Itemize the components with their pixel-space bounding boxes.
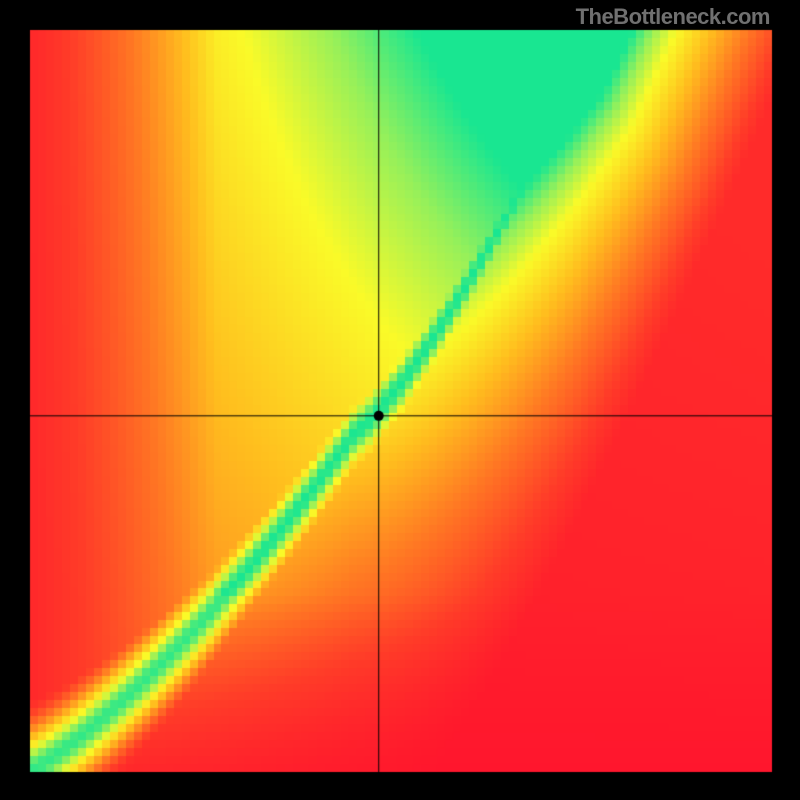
bottleneck-heatmap xyxy=(0,0,800,800)
watermark-text: TheBottleneck.com xyxy=(576,4,770,30)
chart-container: TheBottleneck.com xyxy=(0,0,800,800)
